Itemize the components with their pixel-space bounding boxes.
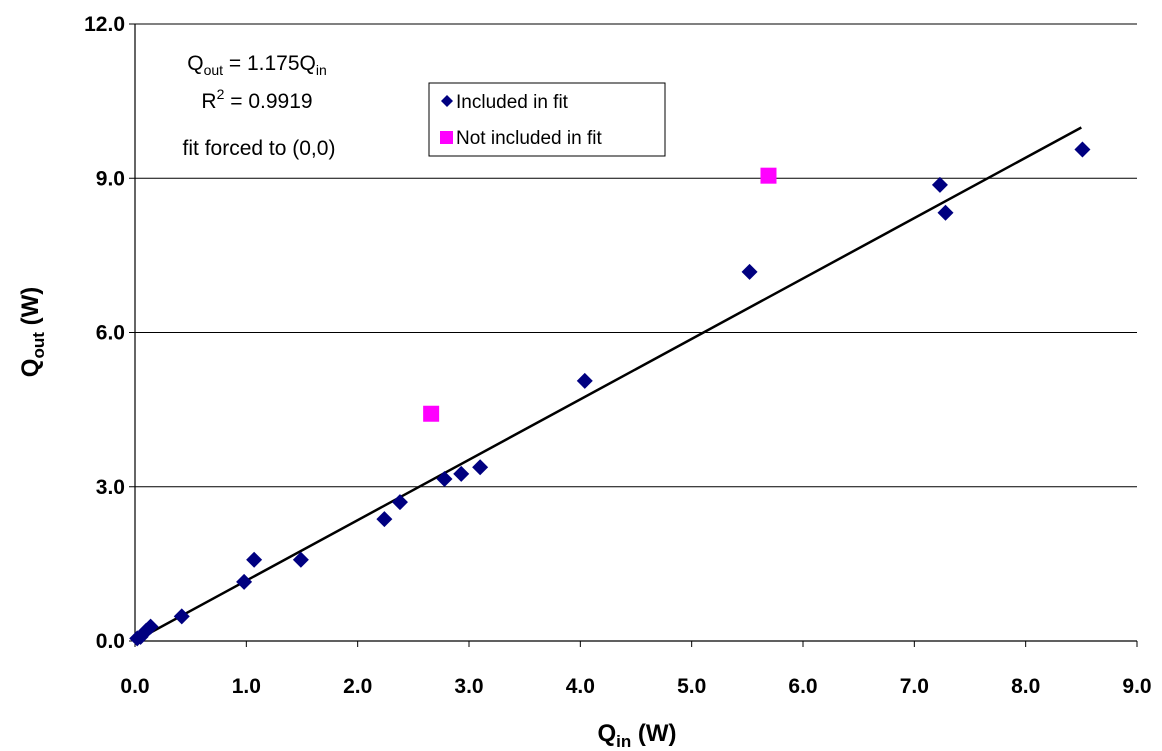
included-point: [741, 263, 758, 280]
y-tick-label: 6.0: [96, 322, 125, 345]
included-point: [453, 465, 470, 482]
y-tick-label: 12.0: [84, 13, 125, 36]
x-tick-label: 1.0: [232, 675, 261, 698]
x-axis-title-subscript: in: [616, 732, 631, 751]
included-point: [472, 459, 489, 476]
legend-square-marker: [440, 131, 453, 144]
y-axis-title: Qout (W): [17, 287, 48, 377]
fit-line-group: [134, 126, 1082, 643]
gridlines: [135, 23, 1137, 488]
x-tick-label: 2.0: [343, 675, 372, 698]
excluded-point: [760, 167, 777, 184]
fit-line: [134, 126, 1082, 643]
x-tick-label: 6.0: [788, 675, 817, 698]
y-tick-labels: 0.0 3.0 6.0 9.0 12.0: [84, 13, 125, 653]
fit-note: fit forced to (0,0): [183, 137, 336, 160]
axes: [129, 23, 1138, 647]
included-point: [436, 471, 453, 488]
included-point: [376, 511, 393, 528]
included-point: [1074, 141, 1091, 158]
legend-diamond-marker: [441, 95, 453, 107]
included-point: [292, 551, 309, 568]
y-tick-label: 3.0: [96, 476, 125, 499]
legend-label-not-included: Not included in fit: [456, 128, 602, 149]
excluded-point: [423, 405, 440, 422]
legend: Included in fit Not included in fit: [428, 82, 666, 157]
fit-equation: Qout = 1.175Qin: [187, 52, 327, 78]
fit-r-squared: R2 = 0.9919: [201, 86, 312, 113]
x-tick-label: 7.0: [900, 675, 929, 698]
data-points: [129, 141, 1091, 647]
y-tick-label: 9.0: [96, 167, 125, 190]
included-point: [576, 372, 593, 389]
x-tick-label: 9.0: [1122, 675, 1151, 698]
x-tick-label: 5.0: [677, 675, 706, 698]
included-point: [173, 608, 190, 625]
included-point: [236, 573, 253, 590]
x-tick-label: 3.0: [454, 675, 483, 698]
legend-box: [428, 82, 666, 157]
x-tick-label: 8.0: [1011, 675, 1040, 698]
included-point: [246, 551, 263, 568]
included-point: [142, 618, 159, 635]
legend-label-included: Included in fit: [456, 92, 569, 113]
x-tick-labels: 0.0 1.0 2.0 3.0 4.0 5.0 6.0 7.0 8.0 9.0: [120, 675, 1151, 698]
included-point: [937, 204, 954, 221]
y-tick-label: 0.0: [96, 630, 125, 653]
x-axis-title: Qin (W): [597, 720, 676, 751]
y-axis-title-subscript: out: [29, 332, 48, 359]
x-tick-label: 4.0: [566, 675, 595, 698]
included-point: [931, 176, 948, 193]
included-point: [391, 494, 408, 511]
x-tick-label: 0.0: [120, 675, 149, 698]
